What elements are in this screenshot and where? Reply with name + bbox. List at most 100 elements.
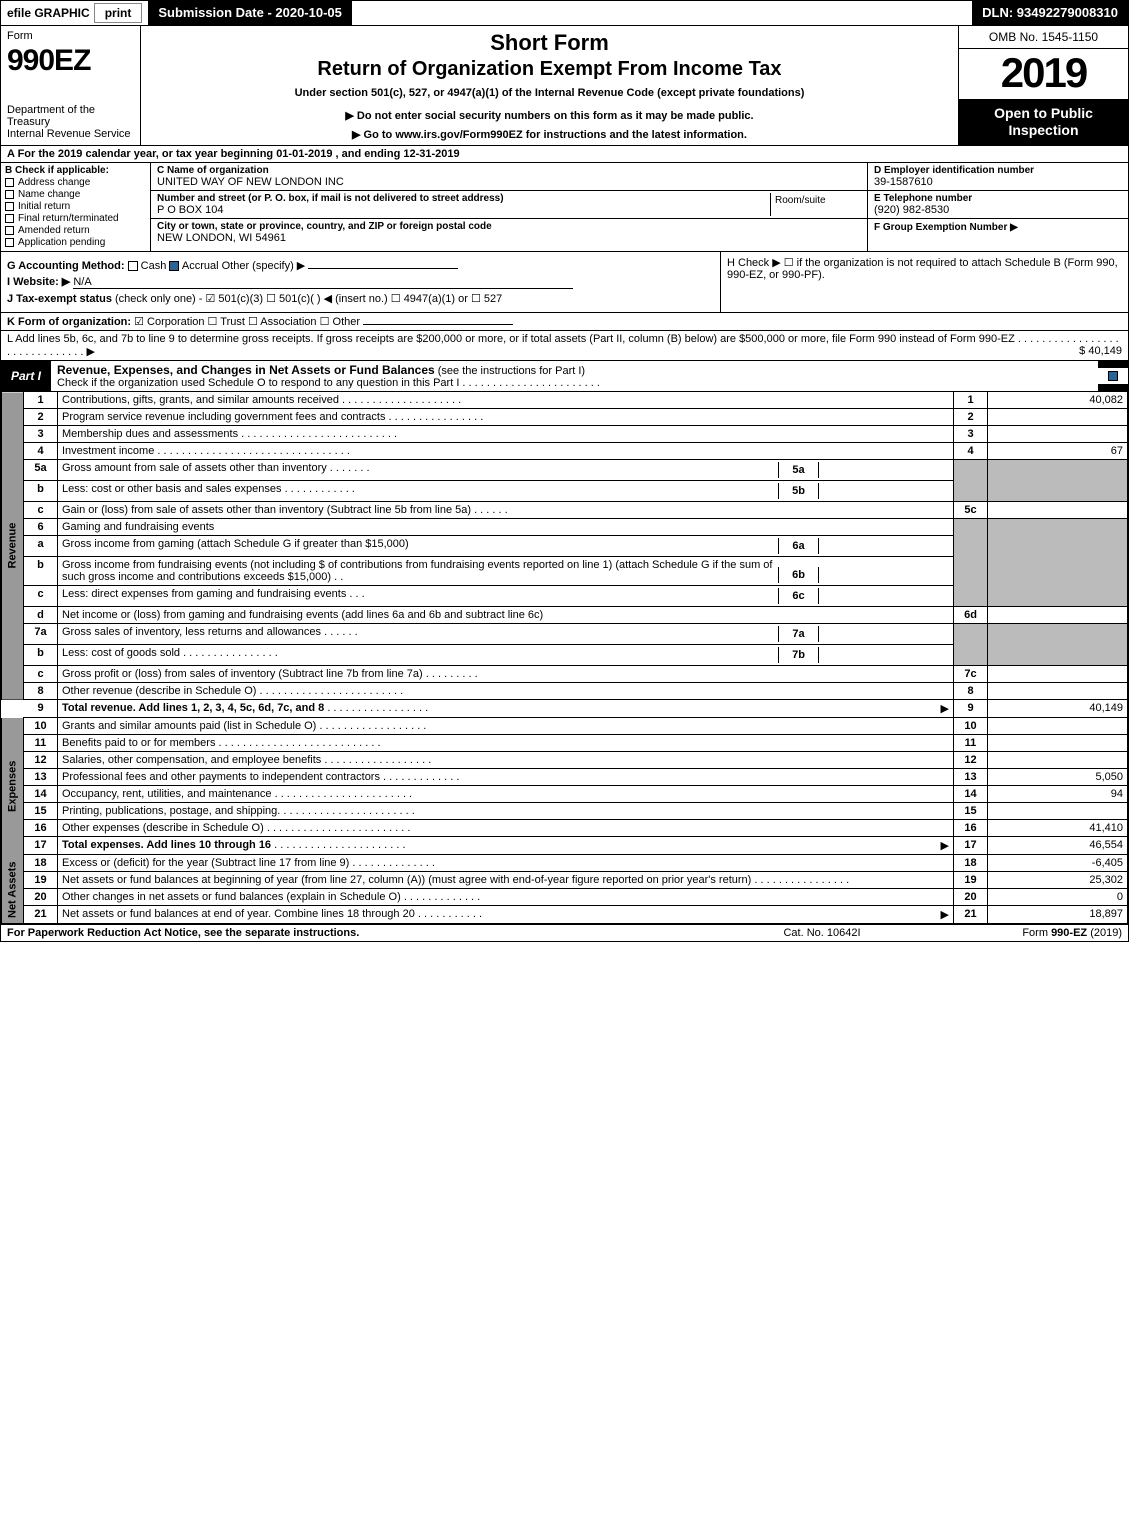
side-netassets: Net Assets [2,855,24,924]
ln-10: 10 [24,718,58,735]
lbl-accrual: Accrual [182,260,219,272]
form-number: 990EZ [7,44,134,78]
desc-17: Total expenses. Add lines 10 through 16 … [58,837,954,855]
desc-9-text: Total revenue. Add lines 1, 2, 3, 4, 5c,… [62,702,324,714]
chk-schedule-o[interactable] [1108,371,1118,381]
row-a-taxyear: A For the 2019 calendar year, or tax yea… [1,146,1128,163]
desc-5b-text: Less: cost or other basis and sales expe… [62,483,282,495]
k-label: K Form of organization: [7,316,131,328]
shade-6abc [954,519,988,607]
desc-7b-text: Less: cost of goods sold [62,647,180,659]
chk-name-change[interactable] [5,190,14,199]
desc-8-text: Other revenue (describe in Schedule O) [62,685,256,697]
arrow-17: ▶ [941,839,949,852]
num-14: 14 [954,786,988,803]
row-k: K Form of organization: ☑ Corporation ☐ … [1,313,1128,331]
chk-accrual[interactable] [169,261,179,271]
info-grid: B Check if applicable: Address change Na… [1,163,1128,252]
ln-9: 9 [24,700,58,718]
department-label: Department of the Treasury [7,104,134,128]
arrow-21: ▶ [941,908,949,921]
num-12: 12 [954,752,988,769]
e-phone-block: E Telephone number (920) 982-8530 [868,191,1128,219]
col-de: D Employer identification number 39-1587… [868,163,1128,251]
desc-8: Other revenue (describe in Schedule O) .… [58,683,954,700]
ssn-warning: ▶ Do not enter social security numbers o… [149,109,950,122]
desc-7c: Gross profit or (loss) from sales of inv… [58,666,954,683]
num-6d: 6d [954,607,988,624]
chk-cash[interactable] [128,261,138,271]
ln-21: 21 [24,906,58,924]
lbl-name-change: Name change [18,189,80,200]
other-specify-field[interactable] [308,268,458,269]
desc-1-text: Contributions, gifts, grants, and simila… [62,394,339,406]
ln-14: 14 [24,786,58,803]
c-city-block: City or town, state or province, country… [151,219,867,246]
val-10 [988,718,1128,735]
num-5c: 5c [954,502,988,519]
desc-5c: Gain or (loss) from sale of assets other… [58,502,954,519]
val-20: 0 [988,889,1128,906]
part1-check-cell [1098,368,1128,384]
ln-20: 20 [24,889,58,906]
sub-7a-v [819,626,949,642]
desc-7a-text: Gross sales of inventory, less returns a… [62,626,321,638]
desc-3: Membership dues and assessments . . . . … [58,426,954,443]
sub-6c-v [819,588,949,604]
ln-1: 1 [24,392,58,409]
sub-7b-n: 7b [779,647,819,663]
ln-5c: c [24,502,58,519]
desc-9: Total revenue. Add lines 1, 2, 3, 4, 5c,… [58,700,954,718]
header-right: OMB No. 1545-1150 2019 Open to Public In… [958,26,1128,145]
chk-final-return[interactable] [5,214,14,223]
desc-6: Gaming and fundraising events [58,519,954,536]
val-1: 40,082 [988,392,1128,409]
g-accounting: G Accounting Method: Cash Accrual Other … [7,259,714,272]
num-18: 18 [954,855,988,872]
website-val: N/A [73,276,573,289]
chk-amended-return[interactable] [5,226,14,235]
i-label: I Website: ▶ [7,276,70,288]
val-2 [988,409,1128,426]
ln-11: 11 [24,735,58,752]
num-9: 9 [954,700,988,718]
lbl-application-pending: Application pending [18,237,105,248]
val-7c [988,666,1128,683]
val-17: 46,554 [988,837,1128,855]
chk-application-pending[interactable] [5,238,14,247]
val-19: 25,302 [988,872,1128,889]
num-21: 21 [954,906,988,924]
omb-number: OMB No. 1545-1150 [959,26,1128,49]
chk-address-change[interactable] [5,178,14,187]
org-city: NEW LONDON, WI 54961 [157,232,861,244]
num-1: 1 [954,392,988,409]
org-name: UNITED WAY OF NEW LONDON INC [157,176,861,188]
desc-7a: Gross sales of inventory, less returns a… [58,624,954,645]
desc-17-text: Total expenses. Add lines 10 through 16 [62,839,271,851]
val-16: 41,410 [988,820,1128,837]
page-footer: For Paperwork Reduction Act Notice, see … [1,924,1128,941]
desc-10-text: Grants and similar amounts paid (list in… [62,720,316,732]
num-13: 13 [954,769,988,786]
header-left: Form 990EZ Department of the Treasury In… [1,26,141,145]
ln-12: 12 [24,752,58,769]
sub-7b-v [819,647,949,663]
col-b-checks: B Check if applicable: Address change Na… [1,163,151,251]
sub-6b-v [819,567,949,583]
chk-initial-return[interactable] [5,202,14,211]
sub-5b-n: 5b [779,483,819,499]
ln-19: 19 [24,872,58,889]
c-street-main: Number and street (or P. O. box, if mail… [157,193,771,216]
d-ein-block: D Employer identification number 39-1587… [868,163,1128,191]
return-title: Return of Organization Exempt From Incom… [149,58,950,81]
lbl-initial-return: Initial return [18,201,70,212]
print-button[interactable]: print [94,3,143,23]
num-11: 11 [954,735,988,752]
num-17: 17 [954,837,988,855]
val-6d [988,607,1128,624]
goto-link[interactable]: ▶ Go to www.irs.gov/Form990EZ for instru… [149,128,950,141]
sub-6c-n: 6c [779,588,819,604]
desc-14: Occupancy, rent, utilities, and maintena… [58,786,954,803]
sub-5b-v [819,483,949,499]
k-other-field[interactable] [363,324,513,325]
